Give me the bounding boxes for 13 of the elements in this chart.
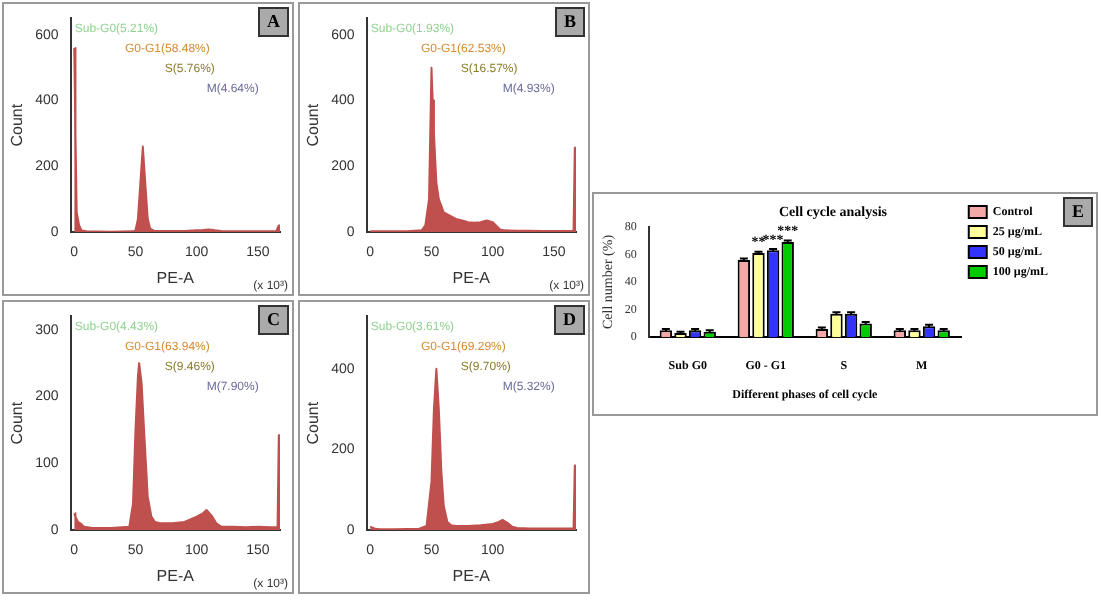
y-axis-title: Count: [304, 400, 323, 445]
x-axis-title: PE-A: [156, 268, 196, 287]
annotation: C: [267, 308, 280, 329]
annotation: A: [267, 10, 281, 31]
x-axis-title: PE-A: [452, 268, 492, 287]
y-axis-title: Count: [8, 400, 27, 445]
annotation: D: [563, 308, 577, 329]
x-axis-title: PE-A: [156, 566, 196, 585]
y-axis-title: Count: [8, 102, 27, 147]
annotation: B: [563, 10, 577, 31]
text: E: [1071, 200, 1085, 221]
y-axis-title: Count: [304, 102, 323, 147]
x-axis-title: PE-A: [452, 566, 492, 585]
